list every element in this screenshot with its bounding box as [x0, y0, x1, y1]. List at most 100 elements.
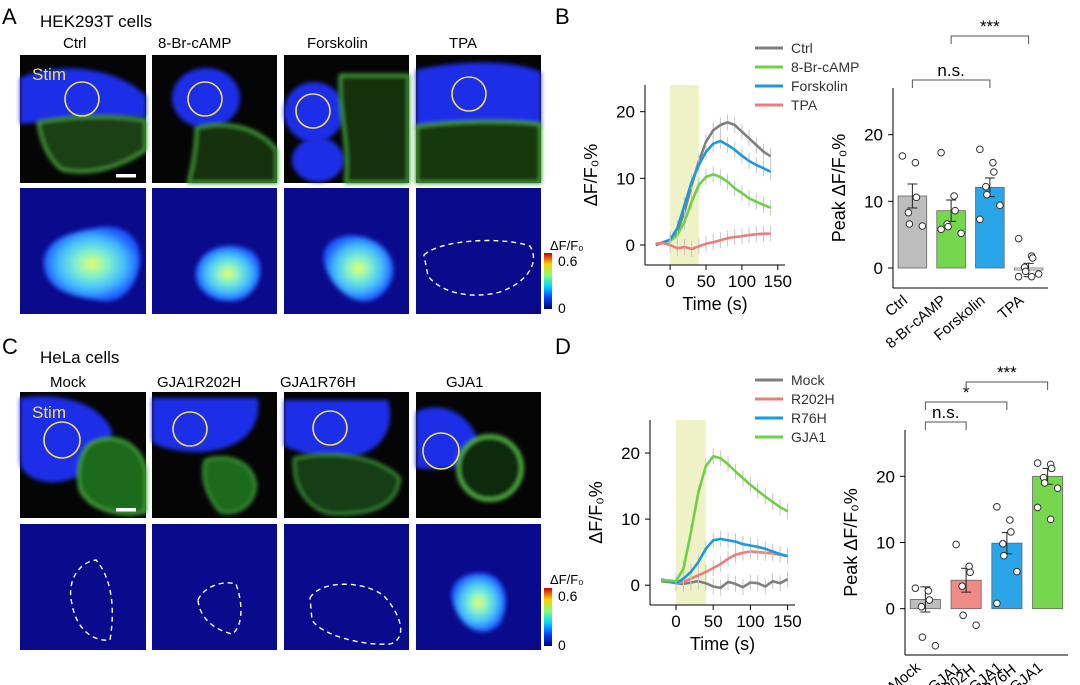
stim-ring [451, 76, 487, 112]
y-tick-label: 0 [874, 259, 883, 278]
colorbar-min: 0 [558, 637, 566, 653]
stim-label: Stim [32, 65, 66, 84]
data-point [982, 182, 990, 191]
x-tick-label: 100 [736, 612, 764, 631]
colorbar-label: ΔF/F₀ [550, 238, 584, 253]
panel-c-heatmap-mock [20, 524, 146, 650]
panel-a-cell-line: HEK293T cells [40, 12, 152, 31]
significance-label: * [963, 383, 970, 402]
data-point [1007, 528, 1015, 536]
data-point [1040, 479, 1049, 487]
panel-a-col-tpa: TPA [449, 35, 477, 52]
y-tick-label: 0 [631, 576, 640, 595]
series-line-Mock [661, 578, 789, 590]
data-point [1013, 567, 1021, 576]
data-point [1000, 551, 1008, 560]
data-point [996, 201, 1004, 210]
cell-outline [309, 583, 402, 645]
data-point [966, 568, 974, 577]
data-point [952, 540, 960, 549]
category-label: TPA [995, 292, 1027, 323]
x-tick-label: 0 [671, 612, 680, 631]
panel-a-heatmap-8br [152, 188, 277, 314]
data-point [904, 208, 913, 217]
stim-label: Stim [32, 403, 66, 422]
significance-bracket [950, 35, 1030, 44]
y-tick-label: 10 [864, 192, 883, 211]
panel-a-micrograph-tpa [415, 55, 542, 184]
data-point [1028, 254, 1037, 262]
x-axis-label: Time (s) [682, 294, 747, 314]
stim-ring [422, 432, 460, 470]
data-point [951, 206, 959, 215]
data-point [999, 540, 1007, 548]
panel-c-micrograph-gja1 [416, 392, 541, 518]
data-point [1046, 515, 1055, 524]
data-point [993, 502, 1001, 511]
scale-bar [116, 174, 136, 178]
stim-ring [187, 81, 223, 117]
legend-label: GJA1 [791, 429, 826, 445]
significance-bracket [911, 79, 991, 88]
data-point [990, 168, 998, 176]
data-point [898, 152, 907, 160]
x-tick-label: 150 [764, 272, 792, 291]
data-point [1006, 516, 1014, 524]
y-axis-label: Peak ΔF/F₀% [841, 488, 861, 597]
data-point [937, 148, 945, 157]
legend-label: Forskolin [791, 78, 848, 94]
cell-outline [423, 239, 535, 296]
panel-a-letter: A [2, 4, 17, 29]
bar-8-Br-cAMP [936, 210, 966, 269]
data-point [972, 621, 980, 630]
panel-b-letter: B [555, 4, 570, 29]
data-point [937, 225, 945, 234]
panel-a-col-8br: 8-Br-cAMP [158, 35, 231, 52]
data-point [917, 602, 926, 611]
y-tick-label: 10 [616, 169, 635, 188]
data-point [918, 222, 927, 230]
legend-label: R202H [791, 391, 835, 407]
series-line-R76H [660, 537, 788, 585]
panel-c-colorbar: ΔF/F₀ 0.6 0 [544, 572, 584, 653]
y-tick-label: 0 [626, 236, 635, 255]
panel-a-heatmap-forskolin [284, 188, 409, 314]
data-point [911, 584, 920, 592]
significance-bracket [965, 381, 1049, 390]
panel-c-heatmap-r76h [284, 524, 409, 650]
chart-b-trace: 0 10 20 0 50 100 150 Time (s) ΔF/F₀% Ctrl 8-Br-cAM… [581, 40, 859, 314]
colorbar-max: 0.6 [558, 588, 578, 604]
stim-ring [64, 81, 100, 117]
significance-label: n.s. [932, 403, 959, 422]
data-point [976, 145, 984, 154]
panel-c-micrograph-r202h [152, 392, 277, 518]
bar-Forskolin [975, 186, 1005, 269]
legend-label: 8-Br-cAMP [791, 59, 859, 75]
y-tick-label: 20 [876, 467, 895, 486]
cell-outline [69, 559, 113, 641]
series-line-R202H [660, 550, 788, 585]
stim-ring [172, 411, 208, 447]
data-point [1047, 464, 1056, 473]
panel-c-heatmap-gja1 [416, 524, 541, 650]
significance-label: n.s. [937, 61, 964, 80]
legend-label: TPA [791, 97, 818, 113]
y-axis-label: Peak ΔF/F₀% [829, 134, 849, 243]
data-point [931, 641, 940, 650]
series-line-TPA [655, 232, 771, 251]
data-point [918, 633, 927, 641]
panel-c-heatmap-r202h [152, 524, 277, 650]
data-point [950, 192, 958, 200]
panel-a: A HEK293T cells Ctrl 8-Br-cAMP Forskolin… [2, 4, 584, 316]
legend-label: Ctrl [791, 40, 813, 56]
legend-label: Mock [791, 372, 825, 388]
y-tick-label: 10 [876, 534, 895, 553]
y-tick-label: 10 [621, 510, 640, 529]
data-point [1021, 267, 1030, 276]
data-point [1034, 270, 1043, 278]
data-point [983, 190, 991, 199]
data-point [1053, 484, 1062, 493]
colorbar-max: 0.6 [558, 253, 578, 269]
